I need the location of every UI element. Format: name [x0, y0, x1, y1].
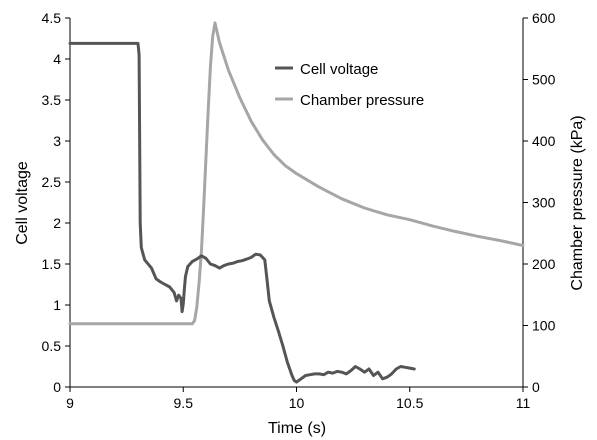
x-tick-label: 10 [289, 395, 305, 411]
y2-tick-label: 400 [532, 133, 556, 149]
axes [65, 17, 528, 392]
legend: Cell voltage Chamber pressure [275, 61, 424, 109]
series-line-chamber-pressure [68, 21, 525, 326]
y2-tick-label: 300 [532, 195, 556, 211]
y-tick-label: 0 [53, 379, 61, 395]
y2-tick-label: 600 [532, 10, 556, 26]
y-tick-label: 3 [53, 133, 61, 149]
y2-tick-label: 200 [532, 256, 556, 272]
y-tick-label: 1 [53, 297, 61, 313]
legend-label-chamber-pressure: Chamber pressure [300, 92, 424, 109]
y-tick-label: 0.5 [42, 338, 62, 354]
series-layer [68, 21, 525, 384]
y-tick-label: 4.5 [42, 10, 62, 26]
y2-tick-label: 0 [532, 379, 540, 395]
x-tick-label: 9 [66, 395, 74, 411]
x-tick-label: 11 [516, 395, 531, 411]
legend-label-cell-voltage: Cell voltage [300, 61, 378, 78]
series-line-cell-voltage [68, 41, 416, 384]
y-tick-label: 1.5 [42, 256, 62, 272]
y2-tick-label: 500 [532, 72, 556, 88]
y2-axis-title: Chamber pressure (kPa) [569, 115, 586, 290]
y-tick-label: 4 [53, 51, 61, 67]
y-axis-title: Cell voltage [14, 161, 31, 245]
y-tick-label: 2.5 [42, 174, 62, 190]
x-tick-label: 10.5 [396, 395, 423, 411]
y-tick-label: 3.5 [42, 92, 62, 108]
labels: 9 9.5 10 10.5 1100.511.522.533.544.501002003… [42, 10, 556, 411]
y2-tick-label: 100 [532, 318, 556, 334]
x-tick-label: 9.5 [174, 395, 194, 411]
x-axis-title: Time (s) [268, 420, 326, 437]
y-tick-label: 2 [53, 215, 61, 231]
